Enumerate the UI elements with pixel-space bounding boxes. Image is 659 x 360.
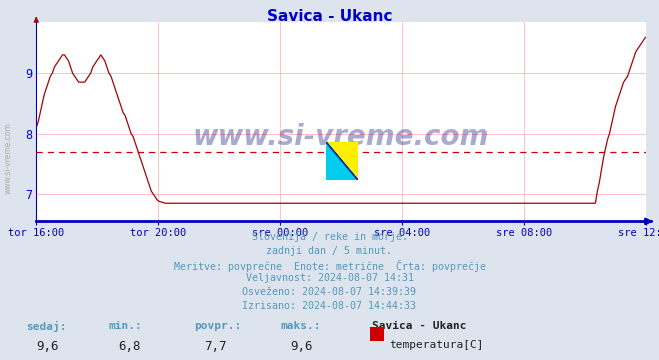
Polygon shape [326, 142, 358, 180]
Text: Osveženo: 2024-08-07 14:39:39: Osveženo: 2024-08-07 14:39:39 [243, 287, 416, 297]
Text: 7,7: 7,7 [204, 340, 227, 353]
Text: Veljavnost: 2024-08-07 14:31: Veljavnost: 2024-08-07 14:31 [246, 273, 413, 283]
Text: Savica - Ukanc: Savica - Ukanc [372, 321, 467, 331]
Text: Slovenija / reke in morje.: Slovenija / reke in morje. [252, 232, 407, 242]
Text: min.:: min.: [109, 321, 142, 331]
Text: Izrisano: 2024-08-07 14:44:33: Izrisano: 2024-08-07 14:44:33 [243, 301, 416, 311]
Text: povpr.:: povpr.: [194, 321, 242, 331]
Text: 6,8: 6,8 [119, 340, 141, 353]
Text: Savica - Ukanc: Savica - Ukanc [267, 9, 392, 24]
Polygon shape [326, 142, 358, 180]
Text: temperatura[C]: temperatura[C] [389, 340, 483, 350]
Text: sedaj:: sedaj: [26, 321, 67, 332]
Text: www.si-vreme.com: www.si-vreme.com [193, 123, 489, 152]
Text: www.si-vreme.com: www.si-vreme.com [3, 122, 13, 194]
Text: 9,6: 9,6 [36, 340, 59, 353]
Text: 9,6: 9,6 [290, 340, 312, 353]
Polygon shape [326, 142, 358, 180]
Text: Meritve: povprečne  Enote: metrične  Črta: povprečje: Meritve: povprečne Enote: metrične Črta:… [173, 260, 486, 271]
Text: zadnji dan / 5 minut.: zadnji dan / 5 minut. [266, 246, 393, 256]
Text: maks.:: maks.: [280, 321, 320, 331]
